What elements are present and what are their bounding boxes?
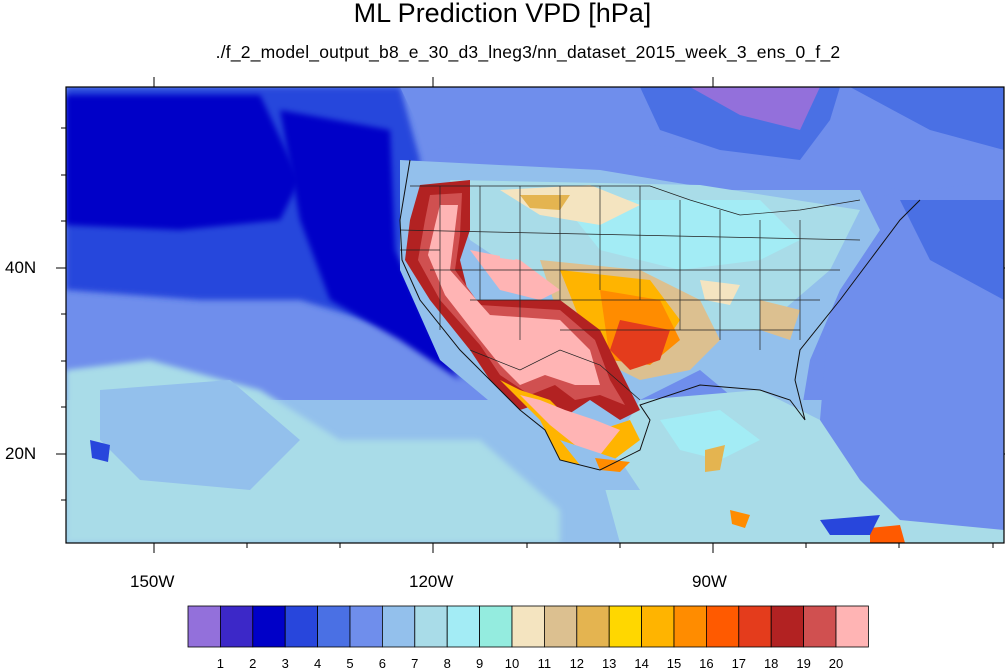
map-subtitle: ./f_2_model_output_b8_e_30_d3_lneg3/nn_d… xyxy=(215,42,841,62)
colorbar-label: 18 xyxy=(763,656,779,671)
colorbar-label: 19 xyxy=(796,656,811,671)
colorbar-swatch xyxy=(414,605,448,648)
plot-border xyxy=(65,86,1005,544)
lon-label-120w: 120W xyxy=(409,572,454,591)
colorbar-label: 1 xyxy=(216,656,224,671)
state-borders xyxy=(399,185,861,401)
coastline xyxy=(399,159,921,471)
lon-label-150w: 150W xyxy=(130,572,175,591)
colorbar-label: 9 xyxy=(475,656,484,671)
colorbar-swatch xyxy=(219,605,254,648)
colorbar-label: 7 xyxy=(411,656,419,671)
colorbar-swatch xyxy=(770,605,805,648)
colorbar-swatch xyxy=(608,605,643,648)
colorbar-label: 5 xyxy=(346,656,354,671)
colorbar-label: 8 xyxy=(443,656,451,671)
colorbar-label: 4 xyxy=(313,656,322,671)
colorbar-swatch xyxy=(511,605,545,648)
colorbar-label: 15 xyxy=(666,656,682,671)
colorbar-swatch xyxy=(576,605,610,648)
colorbar-label: 17 xyxy=(731,656,747,671)
colorbar-swatch xyxy=(673,605,707,648)
colorbar-swatch xyxy=(349,605,383,648)
colorbar-label: 13 xyxy=(601,656,617,671)
colorbar-swatch xyxy=(803,605,837,648)
lat-label-20n: 20N xyxy=(5,444,37,463)
colorbar-label: 20 xyxy=(828,656,844,671)
colorbar-label: 12 xyxy=(569,656,585,671)
lat-label-40n: 40N xyxy=(5,258,37,277)
colorbar-swatch xyxy=(252,605,286,648)
colorbar-swatch xyxy=(544,605,578,648)
colorbar-swatch xyxy=(706,605,740,648)
map-title: ML Prediction VPD [hPa] xyxy=(353,0,652,28)
colorbar-swatch xyxy=(284,605,319,648)
colorbar-swatch xyxy=(381,605,416,648)
colorbar-label: 2 xyxy=(249,656,257,671)
colorbar-label: 16 xyxy=(699,656,714,671)
colorbar-swatch xyxy=(479,605,513,648)
colorbar-label: 10 xyxy=(504,656,520,671)
colorbar xyxy=(187,605,869,648)
axis-ticks xyxy=(56,77,1005,553)
colorbar-label: 6 xyxy=(378,656,386,671)
colorbar-swatch xyxy=(187,605,221,648)
colorbar-label: 3 xyxy=(281,656,289,671)
colorbar-label: 14 xyxy=(634,656,649,671)
colorbar-swatch xyxy=(446,605,481,648)
colorbar-swatch xyxy=(738,605,772,648)
colorbar-swatch xyxy=(641,605,675,648)
lon-label-90w: 90W xyxy=(692,572,727,591)
colorbar-swatch xyxy=(317,605,351,648)
colorbar-swatch xyxy=(835,605,869,648)
colorbar-label: 11 xyxy=(537,656,552,671)
vpd-field xyxy=(66,87,1004,543)
